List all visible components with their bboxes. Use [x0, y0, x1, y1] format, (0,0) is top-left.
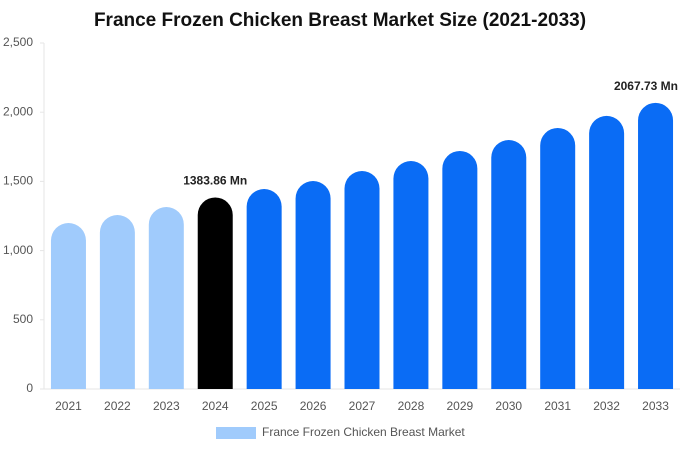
x-tick-label: 2025: [251, 399, 278, 413]
x-tick-label: 2032: [593, 399, 620, 413]
y-tick-label: 2,500: [3, 35, 33, 49]
x-tick-label: 2028: [398, 399, 425, 413]
bar: [148, 207, 184, 389]
value-label: 2067.73 Mn: [614, 79, 678, 93]
value-label: 1383.86 Mn: [183, 174, 247, 188]
legend-swatch: [216, 427, 256, 439]
bar: [50, 223, 86, 389]
x-tick-label: 2027: [349, 399, 376, 413]
bar: [344, 171, 380, 389]
x-tick-label: 2031: [544, 399, 571, 413]
x-tick-label: 2030: [495, 399, 522, 413]
bar: [295, 180, 331, 389]
chart-title: France Frozen Chicken Breast Market Size…: [94, 10, 586, 31]
legend-label: France Frozen Chicken Breast Market: [262, 425, 465, 439]
y-tick-label: 1,500: [3, 174, 33, 188]
bar: [491, 140, 527, 389]
x-tick-label: 2024: [202, 399, 229, 413]
bar: [197, 197, 233, 389]
x-tick-label: 2022: [104, 399, 131, 413]
x-tick-label: 2029: [446, 399, 473, 413]
bar: [540, 127, 576, 389]
bar: [393, 161, 429, 389]
y-tick-label: 1,000: [3, 243, 33, 257]
y-tick-label: 2,000: [3, 104, 33, 118]
y-tick-label: 0: [26, 381, 33, 395]
bar: [638, 102, 674, 389]
bar: [99, 215, 135, 389]
y-tick-label: 500: [13, 312, 33, 326]
bar: [442, 150, 478, 389]
bar: [589, 115, 625, 389]
x-tick-label: 2033: [642, 399, 669, 413]
x-tick-label: 2021: [55, 399, 82, 413]
x-tick-label: 2026: [300, 399, 327, 413]
x-tick-label: 2023: [153, 399, 180, 413]
bar: [246, 189, 282, 389]
